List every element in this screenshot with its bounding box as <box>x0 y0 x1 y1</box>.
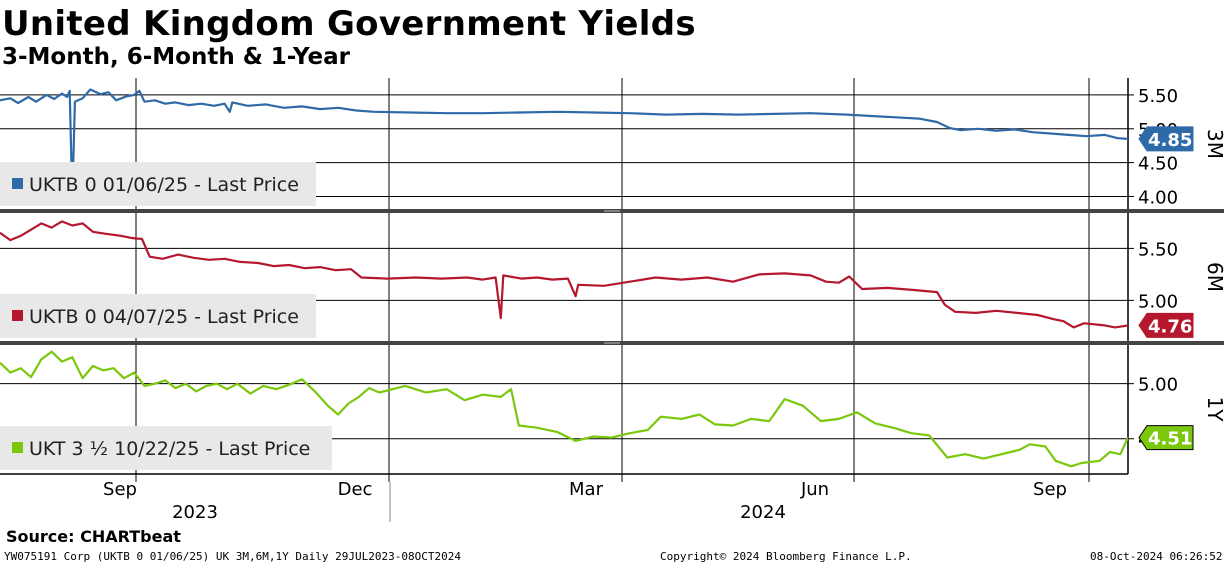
legend-swatch-3m <box>12 178 23 189</box>
legend-box-1y <box>0 426 332 470</box>
year-label-2024: 2024 <box>740 502 786 523</box>
last-price-label-3m: 4.85 <box>1148 130 1192 151</box>
ytick-label-3m-1: 4.50 <box>1138 154 1178 175</box>
xtick-label-4: Sep <box>1033 479 1067 500</box>
source-note: Source: CHARTbeat <box>6 527 181 546</box>
panel-label-1y: 1Y <box>1203 397 1224 423</box>
axes: 4.004.505.005.504.853M5.005.504.766M4.50… <box>103 86 1224 523</box>
ytick-label-3m-0: 4.00 <box>1138 187 1178 208</box>
xtick-label-1: Dec <box>338 479 373 500</box>
footer-ticker: YW075191 Corp (UKTB 0 01/06/25) UK 3M,6M… <box>4 550 461 563</box>
year-label-2023: 2023 <box>172 502 218 523</box>
legend-box-3m <box>0 162 316 206</box>
legend-label-6m: UKTB 0 04/07/25 - Last Price <box>29 306 299 328</box>
last-price-tag-6m <box>1138 312 1194 338</box>
panel-frames <box>0 78 1224 475</box>
ytick-label-1y-1: 5.00 <box>1138 375 1178 396</box>
ytick-label-3m-3: 5.50 <box>1138 86 1178 107</box>
footer-copyright: Copyright© 2024 Bloomberg Finance L.P. <box>660 550 912 563</box>
series-line-1y <box>0 350 1129 468</box>
legend-label-1y: UKT 3 ½ 10/22/25 - Last Price <box>29 438 310 460</box>
footer-timestamp: 08-Oct-2024 06:26:52 <box>1090 550 1223 563</box>
legend-swatch-1y <box>12 442 23 453</box>
series-line-6m <box>0 220 1129 329</box>
xtick-label-3: Jun <box>800 479 829 500</box>
panel-label-6m: 6M <box>1203 262 1224 292</box>
ytick-label-6m-1: 5.50 <box>1138 239 1178 260</box>
last-price-label-6m: 4.76 <box>1148 316 1192 337</box>
legends: UKTB 0 01/06/25 - Last Price UKTB 0 04/07… <box>0 162 332 470</box>
legend-box-6m <box>0 294 316 338</box>
chart-subtitle: 3-Month, 6-Month & 1-Year <box>2 44 350 70</box>
last-price-label-1y: 4.51 <box>1148 429 1192 450</box>
xtick-label-2: Mar <box>569 479 604 500</box>
last-price-tag-1y <box>1138 425 1194 451</box>
ytick-label-6m-0: 5.00 <box>1138 291 1178 312</box>
chart-title: United Kingdom Government Yields <box>2 4 696 44</box>
legend-swatch-6m <box>12 310 23 321</box>
legend-label-3m: UKTB 0 01/06/25 - Last Price <box>29 174 299 196</box>
xtick-label-0: Sep <box>103 479 137 500</box>
panel-label-3m: 3M <box>1203 129 1224 159</box>
gridlines <box>0 78 1128 474</box>
last-price-tag-3m <box>1138 126 1194 152</box>
series-lines <box>0 88 1129 468</box>
series-line-3m <box>0 88 1129 201</box>
